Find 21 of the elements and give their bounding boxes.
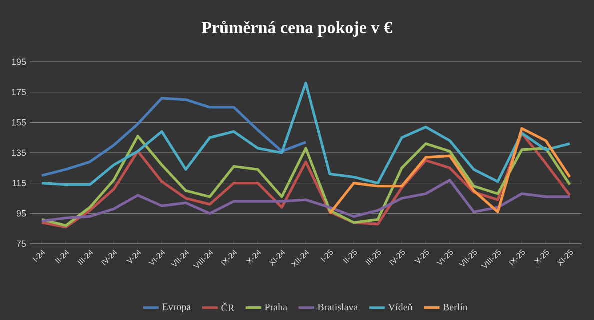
legend-label: Berlín bbox=[443, 304, 468, 311]
y-tick-label: 75 bbox=[16, 240, 26, 248]
x-tick-label: V-25 bbox=[414, 250, 430, 263]
y-tick-label: 115 bbox=[12, 180, 26, 186]
y-tick-label: 195 bbox=[12, 58, 26, 66]
line-series bbox=[40, 82, 572, 186]
x-tick-label: V-24 bbox=[126, 250, 142, 263]
y-tick-label: 175 bbox=[12, 89, 26, 96]
legend-label: Vídeň bbox=[388, 304, 413, 311]
y-tick-label: 135 bbox=[12, 150, 26, 156]
y-tick-label: 95 bbox=[16, 210, 26, 217]
x-tick-label: I-24 bbox=[32, 250, 46, 262]
y-tick-label: 155 bbox=[12, 120, 26, 126]
legend-label: Evropa bbox=[162, 304, 191, 312]
legend-label: Praha bbox=[265, 304, 288, 311]
line-series bbox=[40, 97, 308, 178]
legend-label: ČR bbox=[222, 302, 235, 312]
x-tick-label: I-25 bbox=[320, 250, 334, 262]
line-series bbox=[328, 127, 572, 215]
chart-title: Průměrná cena pokoje v € bbox=[202, 21, 392, 37]
legend-label: Bratislava bbox=[318, 304, 358, 311]
